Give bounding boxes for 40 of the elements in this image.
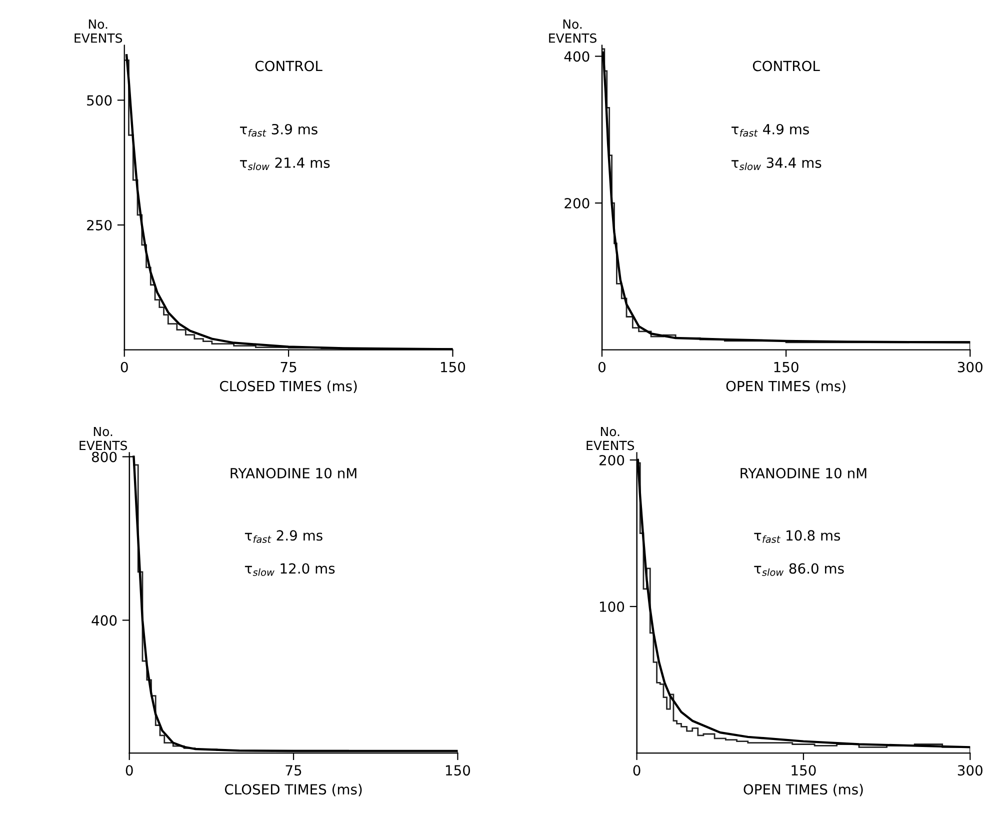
x-axis-title: CLOSED TIMES (ms): [220, 380, 357, 393]
x-axis-title: OPEN TIMES (ms): [744, 784, 863, 796]
x-axis-title: CLOSED TIMES (ms): [224, 784, 362, 796]
y-tick-label: 800: [92, 452, 117, 462]
y-tick-label: 100: [600, 601, 624, 612]
y-tick-label: 200: [600, 454, 624, 466]
annotation: τ$_{fast}$ 10.8 ms: [754, 530, 840, 543]
y-axis-title: No. EVENTS: [586, 426, 634, 450]
annotation: τ$_{fast}$ 3.9 ms: [240, 124, 318, 137]
annotation: τ$_{slow}$ 12.0 ms: [244, 563, 335, 576]
y-axis-title: No. EVENTS: [549, 20, 596, 43]
x-axis-title: OPEN TIMES (ms): [726, 380, 846, 393]
x-tick-label: 0: [120, 362, 128, 372]
annotation: τ$_{slow}$ 34.4 ms: [732, 157, 822, 170]
annotation: τ$_{slow}$ 86.0 ms: [754, 563, 844, 576]
x-tick-label: 0: [633, 765, 640, 776]
x-tick-label: 75: [280, 362, 296, 372]
y-tick-label: 250: [87, 220, 112, 230]
text: RYANODINE 10 nM: [230, 468, 356, 478]
text: RYANODINE 10 nM: [740, 468, 866, 478]
x-tick-label: 75: [286, 765, 302, 776]
y-axis-title: No. EVENTS: [80, 426, 128, 450]
annotation: τ$_{fast}$ 4.9 ms: [732, 124, 809, 137]
text: CONTROL: [255, 60, 322, 72]
x-tick-label: 300: [958, 362, 982, 372]
y-tick-label: 400: [564, 51, 590, 62]
x-tick-label: 150: [774, 362, 798, 372]
x-tick-label: 150: [446, 765, 470, 776]
y-tick-label: 200: [564, 198, 590, 208]
y-tick-label: 400: [92, 615, 117, 626]
annotation: τ$_{fast}$ 2.9 ms: [244, 530, 322, 543]
x-tick-label: 0: [598, 362, 606, 372]
x-tick-label: 150: [440, 362, 466, 372]
x-tick-label: 300: [958, 765, 982, 776]
y-axis-title: No. EVENTS: [74, 20, 122, 43]
annotation: τ$_{slow}$ 21.4 ms: [240, 157, 330, 170]
x-tick-label: 0: [126, 765, 133, 776]
y-tick-label: 500: [87, 95, 112, 106]
text: CONTROL: [752, 60, 820, 72]
x-tick-label: 150: [792, 765, 816, 776]
